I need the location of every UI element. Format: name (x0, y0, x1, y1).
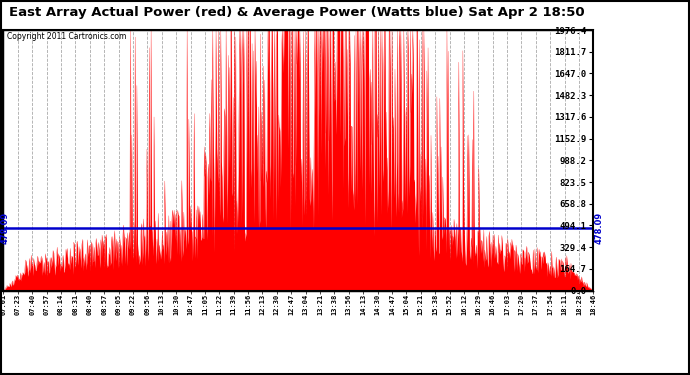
Text: 478.09: 478.09 (1, 211, 10, 244)
Text: 478.09: 478.09 (594, 211, 603, 244)
Text: Copyright 2011 Cartronics.com: Copyright 2011 Cartronics.com (7, 32, 126, 41)
Text: East Array Actual Power (red) & Average Power (Watts blue) Sat Apr 2 18:50: East Array Actual Power (red) & Average … (9, 6, 584, 19)
